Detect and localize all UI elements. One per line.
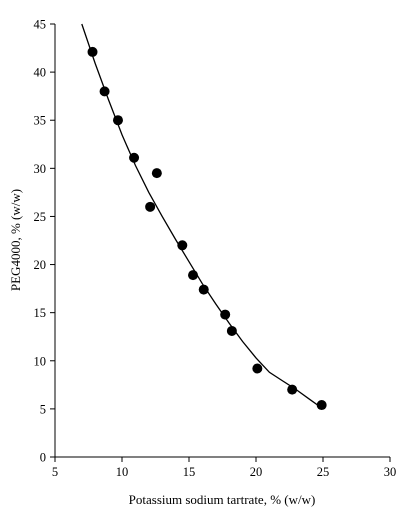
data-point [177, 240, 188, 251]
x-tick-label: 15 [183, 465, 196, 479]
y-tick-label: 0 [40, 451, 46, 465]
data-point [87, 46, 98, 57]
axes [54, 24, 390, 458]
data-point [112, 115, 123, 126]
x-tick-label: 30 [384, 465, 397, 479]
data-point [129, 152, 140, 163]
data-point [252, 363, 263, 374]
data-point [287, 384, 298, 395]
fitted-curve [81, 23, 324, 410]
x-tick-label: 25 [317, 465, 330, 479]
data-point [188, 270, 199, 281]
y-tick-label: 20 [34, 258, 47, 272]
data-point [99, 86, 110, 97]
y-tick-label: 10 [34, 354, 47, 368]
fitted-curve-layer [81, 23, 324, 410]
y-tick-label: 25 [34, 210, 47, 224]
y-tick-label: 5 [40, 402, 46, 416]
data-point [151, 168, 162, 179]
y-tick-label: 15 [34, 306, 47, 320]
y-tick-label: 30 [34, 162, 47, 176]
x-axis-title: Potassium sodium tartrate, % (w/w) [129, 492, 316, 507]
data-point [145, 201, 156, 212]
data-point [316, 400, 327, 411]
y-tick-label: 35 [34, 114, 47, 128]
x-ticks: 5 10 15 20 25 30 [52, 457, 396, 479]
y-tick-label: 40 [34, 66, 47, 80]
x-tick-label: 10 [116, 465, 129, 479]
y-axis-title: PEG4000, % (w/w) [8, 189, 23, 291]
data-point [198, 284, 209, 295]
x-tick-label: 20 [250, 465, 263, 479]
y-ticks: 0 5 10 15 20 25 30 35 40 45 [34, 18, 55, 465]
data-point [226, 325, 237, 336]
data-point [220, 309, 231, 320]
y-tick-label: 45 [34, 18, 47, 32]
x-tick-label: 5 [52, 465, 58, 479]
data-points-layer [87, 46, 327, 411]
